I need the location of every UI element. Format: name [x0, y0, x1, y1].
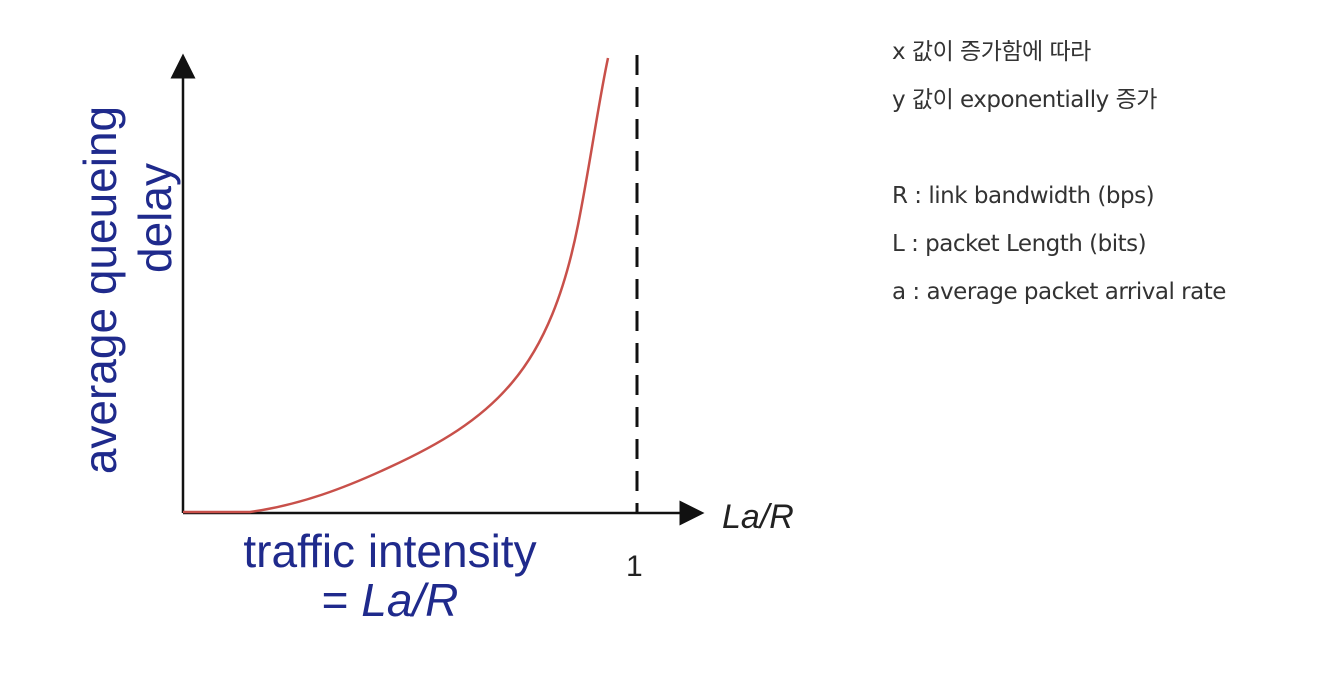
x-axis-label-line1: traffic intensity [243, 525, 537, 577]
note-l-definition: L : packet Length (bits) [892, 231, 1147, 257]
x-axis-name: La/R [722, 498, 794, 536]
x-axis-label-formula: La/R [361, 574, 459, 626]
x-axis-label-equals: = [321, 574, 362, 626]
note-a-definition: a : average packet arrival rate [892, 279, 1226, 305]
note-y-exponential: y 값이 exponentially 증가 [892, 87, 1157, 113]
delay-curve [183, 57, 610, 514]
explanation-notes: x 값이 증가함에 따라 y 값이 exponentially 증가 R : l… [892, 28, 1332, 316]
note-x-increase: x 값이 증가함에 따라 [892, 39, 1091, 65]
queueing-delay-diagram: average queueing delay traffic intensity… [74, 53, 794, 623]
x-axis-label-line2: = La/R [250, 577, 530, 623]
y-axis-label-line2: delay [129, 163, 181, 273]
y-axis-label-line1: average queueing [74, 105, 126, 475]
note-r-definition: R : link bandwidth (bps) [892, 183, 1155, 209]
notes-spacer [892, 124, 1332, 172]
asymptote-tick-label: 1 [626, 550, 643, 583]
delay-vs-intensity-plot [170, 53, 705, 526]
